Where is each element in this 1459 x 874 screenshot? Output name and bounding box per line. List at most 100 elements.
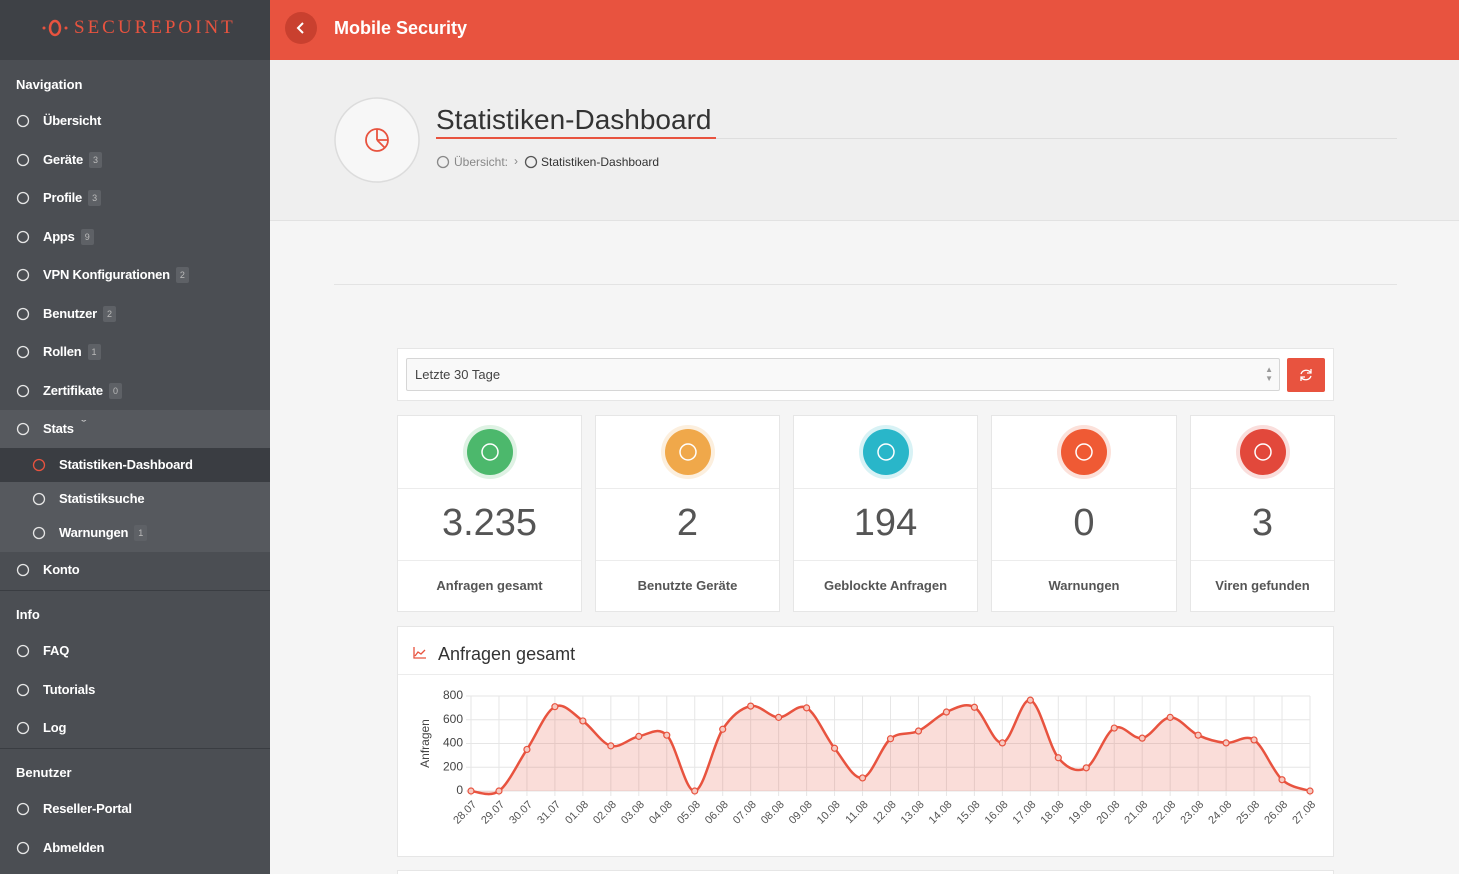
nav-label: Geräte <box>43 151 83 167</box>
nav-label: Übersicht <box>43 113 102 128</box>
icon-shape <box>16 153 30 166</box>
nav-item[interactable]: Statistiksuche <box>0 482 270 516</box>
stat-icon <box>858 425 913 479</box>
nav-icon <box>436 155 450 169</box>
point <box>886 735 895 743</box>
point <box>858 774 867 782</box>
nav-badge: 1 <box>134 525 148 541</box>
back-button[interactable] <box>285 12 317 44</box>
nav-icon <box>16 114 30 128</box>
nav-badge: 1 <box>87 344 101 360</box>
stat-icon-circle <box>466 429 513 475</box>
nav-icon <box>16 268 30 282</box>
nav-label: Profile <box>43 190 83 205</box>
logo-bar <box>0 0 270 60</box>
nav-item[interactable]: Stats ˇ <box>0 412 270 446</box>
stat-label: Viren gefunden <box>1215 578 1310 593</box>
stat-icon <box>1057 425 1111 479</box>
x-tick-label: 18.08 <box>1039 799 1067 827</box>
nav-icon <box>16 422 30 436</box>
card-rule <box>1191 488 1334 489</box>
nav-item[interactable]: Übersicht <box>0 104 270 138</box>
stat-icon-glyph <box>678 443 697 461</box>
card-rule <box>398 560 581 561</box>
content: Statistiken-Dashboard Übersicht: › Statisti… <box>270 60 1459 874</box>
stat-icon-glyph <box>1253 443 1272 461</box>
point <box>467 787 475 795</box>
stat-value: 2 <box>676 502 699 544</box>
stat-value: 194 <box>853 502 918 544</box>
icon-shape <box>16 721 30 735</box>
nav-icon <box>16 307 30 320</box>
logo-dot <box>42 26 46 30</box>
chart-title-icon <box>413 647 426 659</box>
stat-card: 194 Geblockte Anfragen <box>793 415 978 612</box>
point <box>803 704 811 712</box>
nav-item[interactable]: Log <box>0 711 270 745</box>
nav-item[interactable]: Apps 9 <box>0 220 270 254</box>
nav-heading: Info <box>16 607 40 622</box>
x-tick-label: 27.08 <box>1290 799 1318 827</box>
nav-icon <box>16 721 30 735</box>
point <box>747 702 755 710</box>
panel-rule <box>398 674 1333 675</box>
nav-item[interactable]: Reseller-Portal <box>0 792 270 826</box>
x-tick-label: 22.08 <box>1150 799 1178 827</box>
x-tick-label: 20.08 <box>1094 799 1122 827</box>
range-select[interactable]: Letzte 30 Tage ▲ ▼ <box>406 358 1280 391</box>
area <box>471 700 1310 795</box>
x-tick-label: 29.07 <box>479 799 507 827</box>
nav-item[interactable]: VPN Konfigurationen 2 <box>0 258 270 292</box>
nav-item[interactable]: Warnungen 1 <box>0 516 270 550</box>
nav-item[interactable]: Rollen 1 <box>0 335 270 369</box>
icon-shape <box>16 422 30 436</box>
nav-item[interactable]: Statistiken-Dashboard <box>0 448 270 482</box>
select-arrows: ▲ ▼ <box>1265 365 1273 383</box>
nav-item[interactable]: Benutzer 2 <box>0 297 270 331</box>
nav-item[interactable]: Abmelden <box>0 831 270 865</box>
icon-shape <box>16 230 30 243</box>
x-tick-label: 11.08 <box>843 799 870 826</box>
x-tick-label: 13.08 <box>899 799 927 827</box>
point <box>1306 787 1314 795</box>
refresh-button[interactable] <box>1287 358 1325 392</box>
nav-item[interactable]: Geräte 3 <box>0 143 270 177</box>
card-rule <box>794 560 977 561</box>
logo-mark <box>42 19 68 37</box>
logo-ring <box>48 19 62 37</box>
nav-item[interactable]: Konto <box>0 553 270 587</box>
y-tick-label: 600 <box>443 712 463 726</box>
nav-label: Konto <box>43 562 80 577</box>
point <box>719 725 727 733</box>
stat-label: Anfragen gesamt <box>436 578 543 593</box>
card-rule <box>596 488 779 489</box>
nav-item[interactable]: Zertifikate 0 <box>0 374 270 408</box>
breadcrumb: Statistiken-Dashboard <box>541 155 660 169</box>
x-tick-label: 08.08 <box>759 799 787 827</box>
stat-value: 3 <box>1251 502 1274 544</box>
card-rule <box>992 560 1176 561</box>
breadcrumb[interactable]: Übersicht: <box>454 155 509 169</box>
nav-label: Zertifikate <box>43 382 103 398</box>
chart-title: Anfragen gesamt <box>438 644 576 664</box>
stat-icon-circle <box>862 429 909 475</box>
nav-icon <box>524 155 538 169</box>
nav-item[interactable]: Tutorials <box>0 673 270 707</box>
nav-icon <box>16 191 30 205</box>
nav-label: VPN Konfigurationen <box>43 267 170 282</box>
icon-shape <box>16 191 30 205</box>
point <box>635 732 643 740</box>
nav-item[interactable]: Profile 3 <box>0 181 270 215</box>
nav-label: Reseller-Portal <box>43 801 132 816</box>
icon-shape <box>16 563 30 577</box>
back-circle <box>285 12 317 44</box>
x-tick-label: 30.07 <box>507 799 535 827</box>
x-tick-label: 02.08 <box>591 799 619 827</box>
stat-card: 0 Warnungen <box>991 415 1177 612</box>
stat-icon <box>660 425 715 479</box>
stat-icon-glyph <box>876 443 895 461</box>
icon-shape <box>16 841 30 854</box>
nav-icon <box>16 230 30 243</box>
nav-item[interactable]: FAQ <box>0 634 270 668</box>
separator <box>0 748 270 749</box>
